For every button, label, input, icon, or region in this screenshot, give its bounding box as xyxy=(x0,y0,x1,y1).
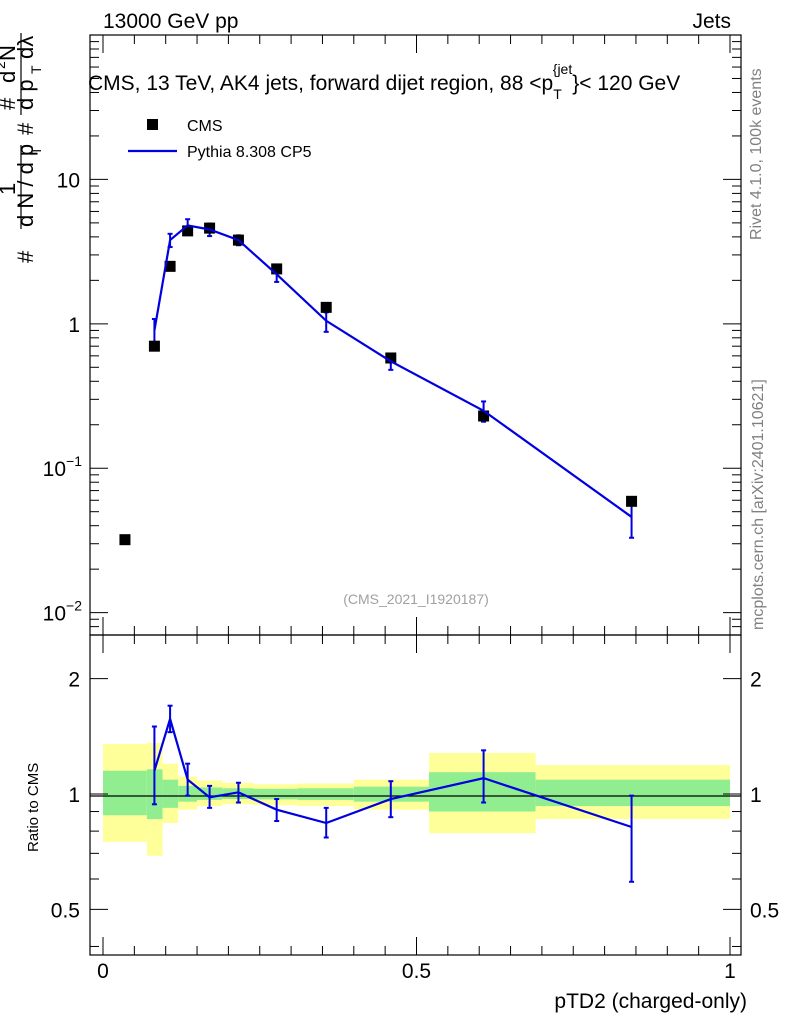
ratio-y-tick-label: 1 xyxy=(750,784,762,807)
plot-title-sub: T xyxy=(553,86,562,102)
svg-text:d N / d p: d N / d p xyxy=(13,144,38,227)
ratio-y-axis-label: Ratio to CMS xyxy=(25,763,42,852)
legend: CMS Pythia 8.308 CP5 xyxy=(128,118,312,161)
ratio-y-tick-label: 2 xyxy=(750,669,762,692)
x-tick-label: 0.5 xyxy=(402,960,431,983)
ratio-y-tick-label: 0.5 xyxy=(51,899,80,922)
plot-title-main: CMS, 13 TeV, AK4 jets, forward dijet reg… xyxy=(88,72,553,95)
svg-text:d: d xyxy=(0,71,20,83)
ratio-y-tick-label: 2 xyxy=(68,669,80,692)
legend-data-marker xyxy=(147,119,158,130)
cms-data-point xyxy=(204,222,216,234)
ratio-y-tick-label: 1 xyxy=(68,784,80,807)
y-tick-label: 10 xyxy=(43,603,66,626)
x-axis-label: pTD2 (charged-only) xyxy=(554,990,747,1013)
svg-text:N: N xyxy=(0,45,20,61)
cms-data-point xyxy=(385,352,397,364)
cms-data-point xyxy=(148,340,160,352)
main-series xyxy=(119,218,638,546)
y-tick-label-exponent: −1 xyxy=(66,453,82,469)
ratio-line xyxy=(153,715,632,829)
svg-text:dλ: dλ xyxy=(13,36,38,59)
cms-data-point xyxy=(271,263,283,275)
energy-label: 13000 GeV pp xyxy=(103,10,238,33)
svg-text:T: T xyxy=(28,146,44,155)
cms-data-point xyxy=(182,225,194,237)
ratio-band-inner xyxy=(162,779,179,808)
legend-mc-label: Pythia 8.308 CP5 xyxy=(187,144,312,161)
y-tick-label-exponent: −2 xyxy=(66,598,82,614)
rivet-label: Rivet 4.1.0, 100k events xyxy=(748,68,765,240)
y-axis-label: # d N / d p T 1 # d p T dλ # d 2 N xyxy=(0,33,44,263)
ratio-band-inner xyxy=(103,770,147,816)
x-tick-label: 1 xyxy=(724,960,736,983)
y-tick-label: 10 xyxy=(43,458,66,481)
category-label: Jets xyxy=(692,10,731,33)
svg-text:#: # xyxy=(13,122,38,135)
legend-data-label: CMS xyxy=(187,118,223,135)
ratio-y-tick-label: 0.5 xyxy=(750,899,779,922)
cms-data-point xyxy=(626,495,638,507)
ratio-panel-frame xyxy=(89,634,742,956)
y-tick-label: 1 xyxy=(68,314,80,337)
x-tick-label: 0 xyxy=(97,960,109,983)
cms-data-point xyxy=(478,410,490,422)
ratio-band-inner xyxy=(297,788,354,800)
ratio-band-inner xyxy=(253,788,298,800)
axis-ticks xyxy=(90,34,741,955)
svg-text:#: # xyxy=(0,97,20,110)
mc-line xyxy=(153,224,633,518)
ratio-uncertainty-bands xyxy=(103,742,730,856)
ratio-band-inner xyxy=(535,779,730,807)
svg-text:1: 1 xyxy=(0,183,20,195)
cms-data-point xyxy=(119,534,131,546)
cms-data-point xyxy=(164,260,176,272)
plot-title: CMS, 13 TeV, AK4 jets, forward dijet reg… xyxy=(88,61,680,102)
analysis-watermark: (CMS_2021_I1920187) xyxy=(343,591,489,607)
svg-text:T: T xyxy=(28,65,44,74)
plot-title-suffix: }< 120 GeV xyxy=(572,72,680,95)
svg-text:2: 2 xyxy=(0,61,8,69)
svg-text:d p: d p xyxy=(13,79,38,110)
ratio-series xyxy=(151,704,635,883)
mcplots-label: mcplots.cern.ch [arXiv:2401.10621] xyxy=(750,379,767,630)
y-tick-label: 10 xyxy=(57,169,80,192)
svg-text:#: # xyxy=(13,250,38,263)
cms-data-point xyxy=(320,301,332,313)
plot-title-sup: {jet xyxy=(553,61,573,77)
